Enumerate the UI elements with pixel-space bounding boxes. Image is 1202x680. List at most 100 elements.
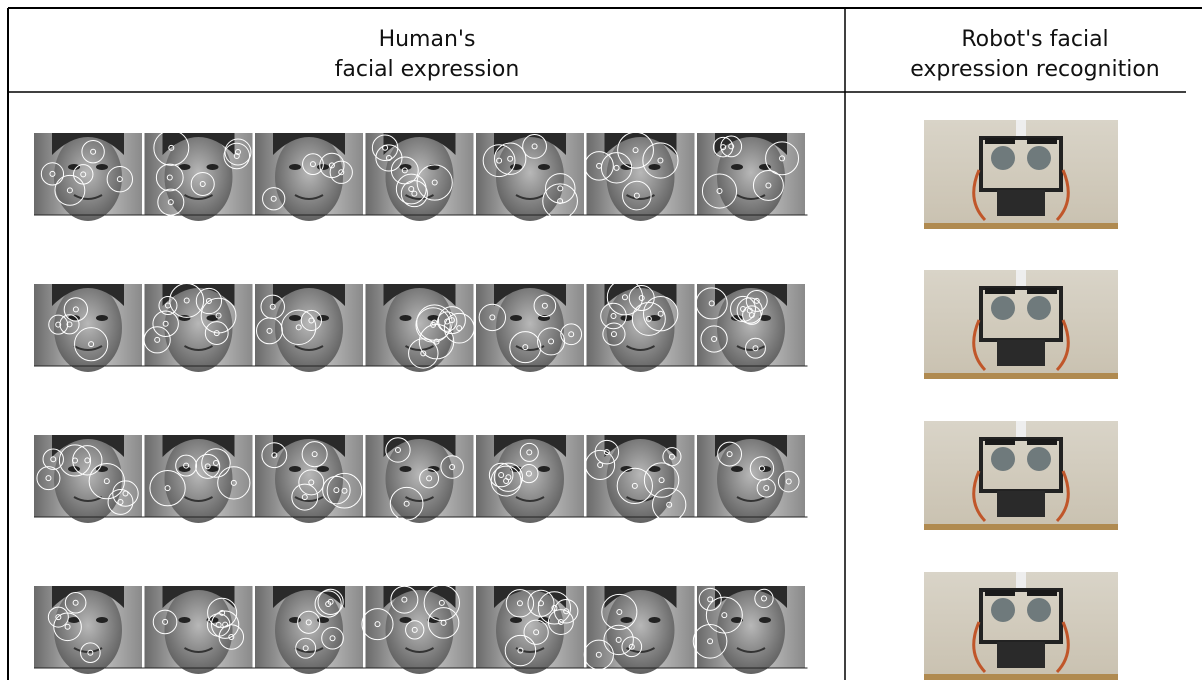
face-photo — [583, 586, 697, 674]
eye — [399, 315, 412, 321]
robot-pole — [1016, 120, 1026, 140]
feature-circle — [400, 180, 428, 208]
feature-point — [657, 157, 664, 164]
feature-point — [403, 500, 410, 507]
mouth — [736, 194, 766, 200]
feature-circle — [423, 584, 461, 622]
feature-circle — [533, 294, 557, 318]
feature-point — [230, 479, 237, 486]
feature-point — [557, 185, 564, 192]
feature-circle — [223, 142, 251, 170]
feature-point — [721, 612, 728, 619]
hair — [494, 133, 566, 155]
feature-point — [720, 144, 727, 151]
feature-point — [80, 171, 87, 178]
feature-point — [537, 600, 544, 607]
feature-point — [401, 167, 408, 174]
feature-point — [49, 170, 56, 177]
feature-point — [266, 327, 273, 334]
table-edge — [924, 524, 1118, 530]
face — [496, 133, 564, 221]
feature-circle — [754, 588, 774, 609]
feature-circle — [261, 442, 288, 469]
feature-circle — [80, 642, 101, 664]
robot-jaw — [997, 190, 1045, 216]
mouth — [294, 194, 324, 200]
eye — [399, 466, 412, 472]
face-photo — [34, 284, 145, 372]
feature-point — [168, 144, 175, 151]
feature-point — [752, 345, 759, 352]
robot-eye — [991, 598, 1015, 622]
feature-circle — [695, 287, 728, 320]
feature-point — [411, 626, 418, 633]
feature-point — [746, 307, 753, 314]
feature-point — [72, 599, 79, 606]
mouth — [294, 496, 324, 502]
feature-point — [657, 310, 664, 317]
feature-circle — [298, 469, 325, 496]
robot-brow — [1027, 138, 1057, 144]
feature-point — [301, 494, 308, 501]
feature-circle — [585, 449, 616, 481]
feature-point — [269, 303, 276, 310]
feature-circle — [583, 639, 614, 670]
feature-point — [302, 645, 309, 652]
eye — [731, 315, 743, 321]
feature-circle — [705, 596, 743, 634]
feature-point — [507, 155, 514, 162]
feature-circle — [143, 326, 171, 354]
face — [275, 284, 343, 372]
robot-eye — [991, 146, 1015, 170]
face-photo — [697, 133, 808, 221]
feature-circle — [158, 296, 178, 316]
feature-point — [87, 649, 94, 656]
feature-circle — [765, 141, 800, 176]
feature-circle — [617, 131, 654, 169]
robot-eye — [1027, 296, 1051, 320]
face-photo — [34, 133, 145, 221]
feature-point — [213, 330, 220, 337]
feature-point — [489, 314, 496, 321]
feature-circle — [295, 637, 317, 659]
feature-circle — [317, 588, 344, 615]
hair — [604, 586, 677, 608]
feature-circle — [217, 466, 251, 500]
feature-point — [327, 598, 334, 605]
feature-point — [199, 180, 206, 187]
mouth — [184, 496, 213, 502]
feature-circle — [594, 439, 620, 465]
hair — [715, 435, 787, 457]
feature-circle — [419, 468, 440, 489]
feature-point — [84, 457, 91, 464]
feature-circle — [297, 610, 321, 634]
feature-circle — [505, 589, 535, 618]
feature-circle — [519, 464, 539, 484]
feature-circle — [488, 462, 514, 488]
eye — [399, 617, 412, 623]
feature-circle — [300, 309, 322, 332]
feature-point — [758, 465, 765, 472]
feature-point — [408, 186, 415, 193]
feature-point — [760, 595, 767, 602]
face — [385, 586, 454, 674]
feature-point — [503, 478, 510, 485]
eye — [289, 617, 301, 623]
robot-pole — [1016, 270, 1026, 290]
eye — [206, 315, 219, 321]
feature-circle — [621, 636, 643, 658]
feature-point — [707, 638, 714, 645]
face-photo — [692, 586, 808, 674]
mouth — [626, 194, 655, 200]
mouth — [405, 345, 434, 351]
eye — [759, 315, 771, 321]
face — [275, 133, 343, 221]
feature-circle — [256, 317, 283, 345]
feature-point — [668, 453, 675, 460]
feature-point — [228, 633, 235, 640]
feature-point — [711, 336, 718, 343]
feature-point — [610, 312, 617, 319]
feature-circle — [482, 144, 516, 178]
face-photo — [143, 283, 255, 372]
